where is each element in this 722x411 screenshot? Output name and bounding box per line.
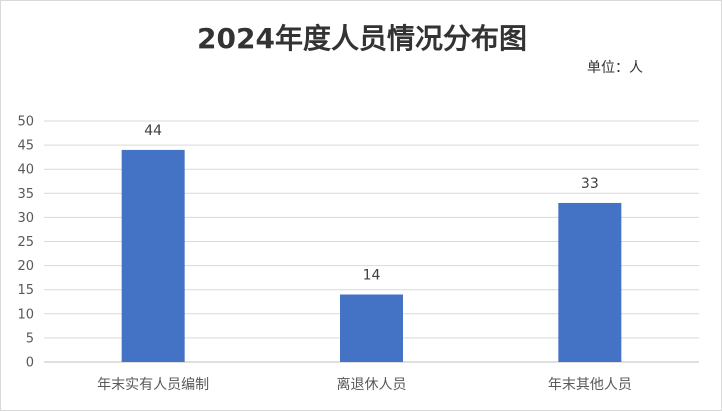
y-tick-label: 5: [26, 331, 34, 346]
y-tick-label: 25: [17, 235, 34, 250]
bar: [340, 294, 403, 362]
data-label: 44: [144, 123, 162, 139]
y-tick-label: 20: [17, 259, 34, 274]
bar: [121, 149, 185, 362]
bar: [558, 202, 622, 362]
y-tick-label: 30: [17, 211, 34, 226]
y-tick-label: 35: [17, 187, 34, 202]
y-tick-label: 0: [26, 356, 34, 371]
data-label: 33: [581, 176, 599, 192]
x-category-label: 年末其他人员: [548, 377, 632, 393]
y-tick-label: 50: [17, 115, 34, 130]
data-label: 14: [363, 268, 381, 284]
x-category-label: 年末实有人员编制: [97, 377, 209, 393]
y-tick-label: 15: [17, 283, 34, 298]
chart-title: 2024年度人员情况分布图: [197, 22, 527, 55]
x-category-label: 离退休人员: [337, 376, 407, 393]
y-tick-label: 10: [17, 307, 34, 322]
y-tick-label: 45: [17, 139, 34, 154]
y-tick-label: 40: [17, 163, 34, 178]
unit-label: 单位：人: [587, 60, 643, 76]
